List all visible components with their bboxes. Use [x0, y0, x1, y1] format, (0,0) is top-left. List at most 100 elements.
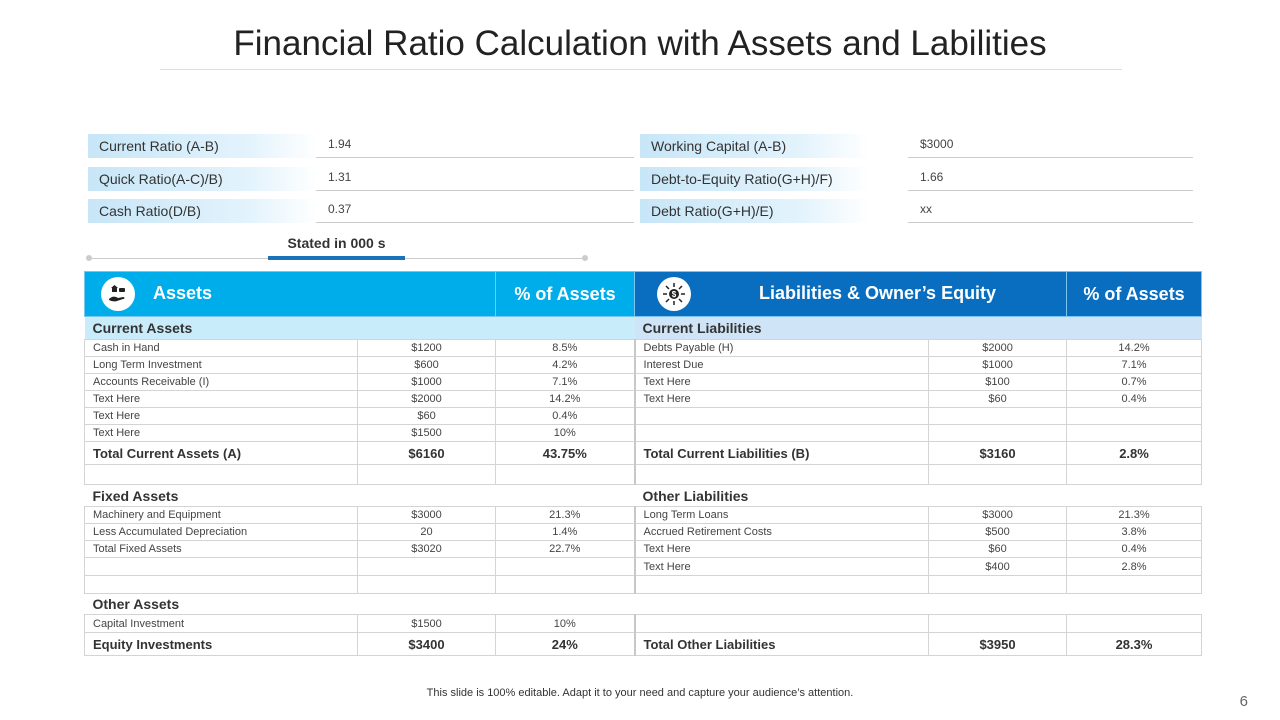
- item-label: Text Here: [633, 390, 930, 408]
- item-label: Text Here: [633, 557, 930, 576]
- item-label: Total Fixed Assets: [84, 540, 358, 558]
- section-title: Current Assets: [84, 316, 635, 340]
- item-label: Interest Due: [633, 356, 930, 374]
- item-label: Text Here: [633, 540, 930, 558]
- section-row: Other Assets: [84, 593, 1202, 615]
- ratio-value: 1.94: [316, 134, 634, 158]
- amount: [928, 575, 1068, 594]
- ratio-value: $3000: [908, 134, 1193, 158]
- section-title: Other Assets: [84, 593, 635, 615]
- percent: [495, 464, 636, 485]
- item-label: Text Here: [84, 424, 358, 442]
- percent: 10%: [495, 424, 636, 442]
- table-row: Text Here $400 2.8%: [84, 557, 1203, 576]
- item-label: [84, 557, 358, 576]
- item-label: Less Accumulated Depreciation: [84, 523, 358, 541]
- percent: 10%: [495, 614, 636, 633]
- amount: $3160: [928, 441, 1068, 465]
- dollar-arrows-icon: $: [657, 277, 692, 311]
- table-row: Total Fixed Assets $3020 22.7% Text Here $60…: [84, 540, 1203, 558]
- table-row: Less Accumulated Depreciation 20 1.4% Accru…: [84, 523, 1203, 541]
- percent: 7.1%: [1066, 356, 1203, 374]
- assets-header: Assets: [83, 271, 497, 317]
- percent: 28.3%: [1066, 632, 1203, 656]
- percent: 22.7%: [495, 540, 636, 558]
- ratio-value: 1.31: [316, 167, 634, 191]
- assets-header-label: Assets: [153, 282, 213, 303]
- section-row: Fixed Assets Other Liabilities: [84, 484, 1202, 507]
- percent: 24%: [495, 632, 636, 656]
- item-label: Accrued Retirement Costs: [633, 523, 930, 541]
- ratio-label: Working Capital (A-B): [640, 134, 870, 158]
- item-label: [633, 424, 930, 442]
- amount: $60: [356, 407, 497, 425]
- table-row: Long Term Investment $600 4.2% Interest Due…: [84, 356, 1203, 374]
- percent: 0.4%: [495, 407, 636, 425]
- liabilities-header-label: Liabilities & Owner’s Equity: [759, 282, 997, 303]
- table-row: Capital Investment $1500 10%: [84, 614, 1203, 633]
- ratio-value: 0.37: [316, 199, 634, 223]
- item-label: Text Here: [633, 373, 930, 391]
- footer-note: This slide is 100% editable. Adapt it to…: [426, 687, 854, 699]
- item-label: Machinery and Equipment: [84, 506, 358, 524]
- item-label: Cash in Hand: [84, 339, 358, 357]
- item-label: [633, 575, 930, 594]
- item-label: Text Here: [84, 407, 358, 425]
- item-label: Total Other Liabilities: [633, 632, 930, 656]
- amount: $500: [928, 523, 1068, 541]
- hand-house-car-icon: [101, 277, 135, 311]
- percent: 3.8%: [1066, 523, 1203, 541]
- ratio-value: 1.66: [908, 167, 1193, 191]
- amount: [928, 407, 1068, 425]
- ratio-value: xx: [908, 199, 1193, 223]
- item-label: Capital Investment: [84, 614, 358, 633]
- ratio-label: Cash Ratio(D/B): [88, 199, 318, 223]
- amount: [928, 424, 1068, 442]
- amount: $100: [928, 373, 1068, 391]
- assets-pct-header: % of Assets: [495, 271, 636, 317]
- amount: [356, 464, 497, 485]
- percent: 1.4%: [495, 523, 636, 541]
- item-label: Equity Investments: [84, 632, 358, 656]
- table-row: Text Here $60 0.4%: [84, 407, 1203, 425]
- ratio-label: Debt Ratio(G+H)/E): [640, 199, 870, 223]
- percent: [1066, 464, 1203, 485]
- table-row: Cash in Hand $1200 8.5% Debts Payable (H) $2…: [84, 339, 1203, 357]
- amount: [928, 614, 1068, 633]
- item-label: Total Current Assets (A): [84, 441, 358, 465]
- total-row: Equity Investments $3400 24% Total Other Li…: [84, 632, 1203, 656]
- table-row: [84, 464, 1203, 485]
- amount: $1200: [356, 339, 497, 357]
- amount: $2000: [356, 390, 497, 408]
- percent: 21.3%: [495, 506, 636, 524]
- balance-table: Assets % of Assets $ Liabilities & Owner’…: [83, 271, 1203, 656]
- item-label: Text Here: [84, 390, 358, 408]
- divider-dot: [86, 255, 92, 261]
- percent: 2.8%: [1066, 441, 1203, 465]
- amount: $3400: [356, 632, 497, 656]
- amount: $60: [928, 390, 1068, 408]
- page-title: Financial Ratio Calculation with Assets …: [233, 24, 1047, 63]
- item-label: [633, 407, 930, 425]
- percent: 43.75%: [495, 441, 636, 465]
- table-row: Text Here $1500 10%: [84, 424, 1203, 442]
- amount: $3950: [928, 632, 1068, 656]
- section-title: Current Liabilities: [634, 316, 1202, 340]
- section-title: Other Liabilities: [634, 484, 1202, 507]
- amount: $600: [356, 356, 497, 374]
- item-label: [84, 464, 358, 485]
- ratio-label: Current Ratio (A-B): [88, 134, 318, 158]
- item-label: [84, 575, 358, 594]
- percent: [1066, 575, 1203, 594]
- percent: [1066, 614, 1203, 633]
- amount: $1000: [928, 356, 1068, 374]
- title-divider: [160, 69, 1122, 70]
- item-label: Debts Payable (H): [633, 339, 930, 357]
- percent: [1066, 424, 1203, 442]
- divider-dot: [582, 255, 588, 261]
- amount: $1000: [356, 373, 497, 391]
- stated-label: Stated in 000 s: [287, 235, 386, 251]
- amount: [356, 575, 497, 594]
- item-label: Accounts Receivable (I): [84, 373, 358, 391]
- percent: 4.2%: [495, 356, 636, 374]
